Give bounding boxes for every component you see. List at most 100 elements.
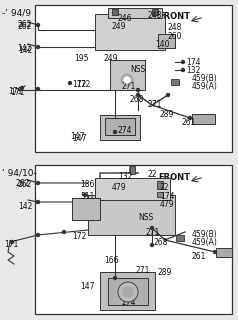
Text: 147: 147 [70, 132, 84, 141]
Circle shape [36, 87, 40, 91]
Text: 171: 171 [8, 87, 22, 96]
Text: 262: 262 [18, 22, 32, 31]
Text: 174: 174 [160, 192, 174, 201]
Text: 262: 262 [18, 20, 32, 29]
Text: 132: 132 [118, 172, 132, 181]
Bar [157, 191, 163, 196]
Bar [110, 60, 145, 90]
Bar [35, 5, 232, 152]
Bar [105, 118, 135, 135]
Circle shape [118, 282, 138, 302]
Circle shape [36, 181, 40, 185]
Text: 22: 22 [160, 183, 169, 192]
Text: 479: 479 [112, 183, 127, 192]
Circle shape [114, 276, 116, 279]
Circle shape [63, 230, 65, 234]
Bar [158, 34, 175, 48]
Text: 172: 172 [76, 80, 90, 89]
Text: 271: 271 [136, 266, 150, 275]
Text: 459(B): 459(B) [192, 230, 218, 239]
Circle shape [182, 60, 184, 63]
Text: 459(A): 459(A) [192, 238, 218, 247]
Text: 511: 511 [80, 192, 94, 201]
Text: 249: 249 [112, 22, 127, 31]
Bar [88, 195, 175, 235]
Text: 268: 268 [130, 95, 144, 104]
Text: 171: 171 [10, 88, 24, 97]
Text: 246: 246 [118, 14, 133, 23]
Bar [95, 14, 165, 50]
Circle shape [150, 227, 154, 229]
Text: 262: 262 [18, 180, 32, 189]
Bar [216, 248, 232, 257]
Text: 171: 171 [4, 240, 18, 249]
Bar [112, 9, 118, 15]
Circle shape [188, 116, 192, 119]
Text: NSS: NSS [138, 213, 153, 222]
Text: 479: 479 [160, 200, 175, 209]
Bar [192, 114, 215, 124]
Text: 195: 195 [74, 54, 89, 63]
Bar [129, 166, 134, 174]
Text: 459(B): 459(B) [192, 74, 218, 83]
Circle shape [10, 241, 14, 244]
Bar [157, 181, 163, 189]
Text: 268: 268 [154, 238, 168, 247]
Circle shape [36, 234, 40, 236]
Text: 166: 166 [104, 256, 119, 265]
Text: 22: 22 [148, 170, 158, 179]
Circle shape [124, 77, 130, 83]
Circle shape [69, 82, 71, 84]
Circle shape [121, 74, 133, 86]
Text: NSS: NSS [130, 65, 145, 74]
Circle shape [137, 93, 139, 97]
Bar [100, 115, 140, 140]
Text: 260: 260 [168, 32, 183, 41]
Text: 248: 248 [168, 23, 182, 32]
Text: 172: 172 [72, 80, 86, 89]
Text: 289: 289 [158, 268, 172, 277]
Text: 142: 142 [18, 46, 32, 55]
Bar [108, 8, 162, 18]
Text: 186: 186 [80, 180, 94, 189]
Circle shape [213, 251, 217, 253]
Text: 261: 261 [192, 252, 206, 261]
Text: FRONT: FRONT [158, 173, 190, 182]
Circle shape [84, 194, 86, 196]
Text: 147: 147 [80, 282, 94, 291]
Text: 271: 271 [148, 100, 162, 109]
Circle shape [20, 86, 24, 90]
Text: 271: 271 [122, 82, 136, 91]
Bar [100, 272, 155, 310]
Circle shape [36, 45, 40, 49]
Circle shape [137, 89, 139, 92]
Text: 249: 249 [104, 54, 119, 63]
Bar [171, 79, 179, 85]
Text: 142: 142 [17, 44, 31, 53]
Text: ’ 94/10-: ’ 94/10- [2, 168, 37, 177]
Circle shape [123, 287, 133, 297]
Circle shape [182, 68, 184, 71]
Bar [95, 178, 170, 200]
Bar [176, 235, 184, 241]
Text: 147: 147 [72, 134, 86, 143]
Text: FRONT: FRONT [158, 12, 190, 21]
Text: 140: 140 [155, 40, 169, 49]
Bar [72, 198, 100, 220]
Text: 248: 248 [147, 11, 161, 20]
Bar [35, 165, 232, 314]
Circle shape [36, 201, 40, 204]
Text: 261: 261 [182, 118, 196, 127]
Circle shape [36, 23, 40, 27]
Text: 459(A): 459(A) [192, 82, 218, 91]
Text: -’ 94/9: -’ 94/9 [2, 8, 31, 17]
Text: 289: 289 [160, 110, 174, 119]
Bar [108, 278, 148, 305]
Bar [152, 9, 158, 15]
Circle shape [114, 131, 116, 133]
Text: 142: 142 [18, 202, 32, 211]
Text: 132: 132 [186, 66, 200, 75]
Circle shape [150, 244, 154, 246]
Text: 271: 271 [146, 228, 160, 237]
Text: 274: 274 [118, 126, 133, 135]
